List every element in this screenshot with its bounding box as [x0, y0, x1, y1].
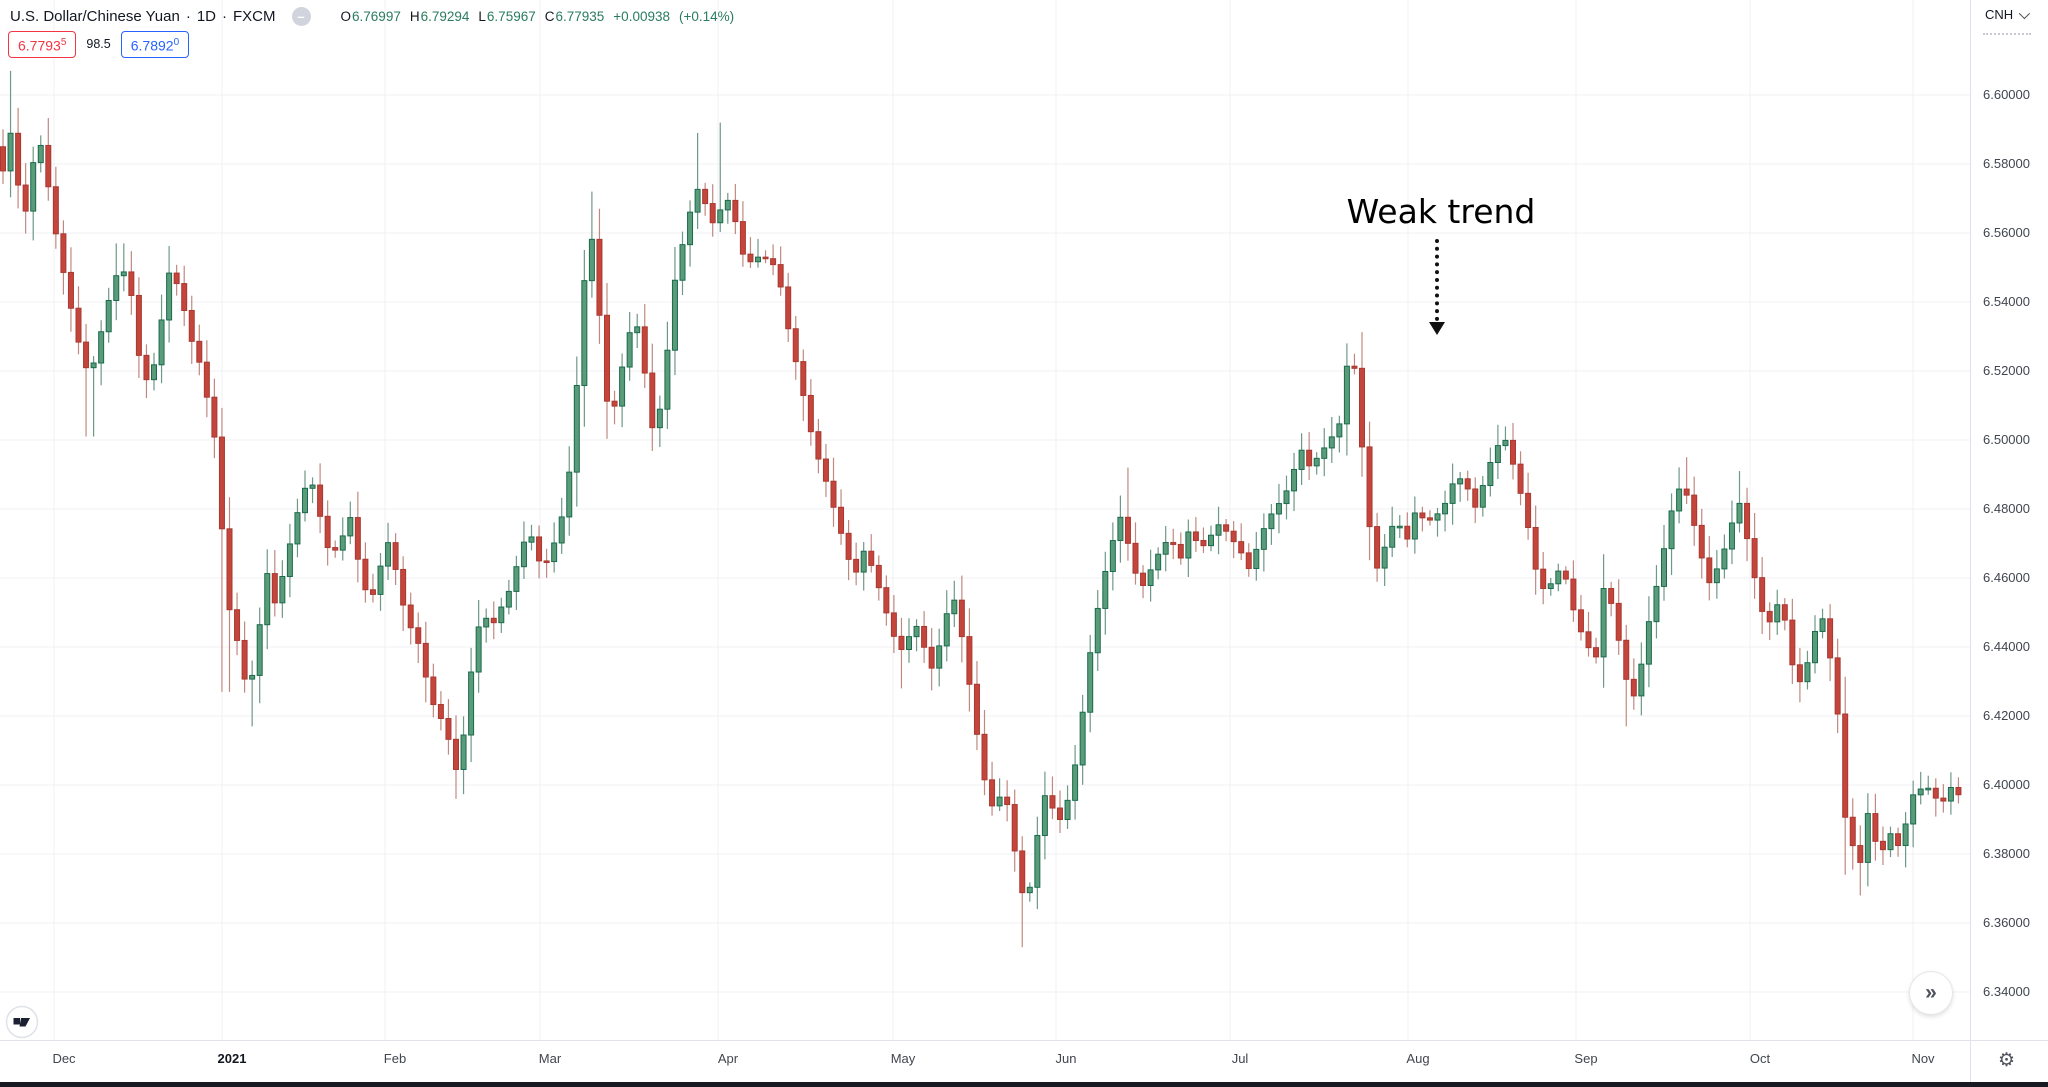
- time-axis-label: Oct: [1749, 1051, 1771, 1066]
- price-axis-label: 6.46000: [1983, 570, 2030, 585]
- time-axis-label: Jul: [1231, 1051, 1249, 1066]
- price-axis-label: 6.42000: [1983, 708, 2030, 723]
- price-axis-label: 6.60000: [1983, 87, 2030, 102]
- price-axis-label: 6.34000: [1983, 984, 2030, 999]
- time-axis-label: Sep: [1574, 1051, 1598, 1066]
- axis-corner-divider: [1970, 1041, 1971, 1083]
- double-chevron-right-icon: »: [1925, 981, 1937, 1004]
- low-label: L: [478, 9, 486, 24]
- symbol-title[interactable]: U.S. Dollar/Chinese Yuan: [10, 8, 180, 25]
- open-label: O: [340, 9, 352, 24]
- price-axis-label: 6.54000: [1983, 294, 2030, 309]
- low-value: 6.75967: [486, 9, 536, 24]
- weak-trend-annotation-text[interactable]: Weak trend: [1346, 192, 1536, 231]
- sell-button[interactable]: 6.77935: [8, 31, 77, 58]
- buy-sell-widget: 6.77935 98.5 6.78920: [8, 31, 190, 58]
- price-axis-label: 6.38000: [1983, 846, 2030, 861]
- price-axis-label: 6.50000: [1983, 432, 2030, 447]
- tradingview-logo[interactable]: [5, 1005, 39, 1039]
- market-status-icon[interactable]: –: [291, 7, 311, 26]
- window-bottom-edge: [0, 1082, 2048, 1087]
- chevron-down-icon: [2018, 7, 2031, 19]
- price-axis[interactable]: CNH 6.60000 6.58000 6.56000 6.54000 6.52000 6…: [1970, 0, 2048, 1040]
- candlestick-chart[interactable]: [0, 0, 1970, 1040]
- change-percent: (+0.14%): [678, 9, 735, 24]
- time-axis-label: Nov: [1911, 1051, 1935, 1066]
- time-axis-label: Feb: [383, 1051, 407, 1066]
- high-value: 6.79294: [420, 9, 470, 24]
- settings-gear-icon[interactable]: ⚙: [1998, 1050, 2016, 1071]
- high-label: H: [409, 9, 420, 24]
- price-axis-label: 6.52000: [1983, 363, 2030, 378]
- close-label: C: [544, 9, 555, 24]
- price-axis-label: 6.44000: [1983, 639, 2030, 654]
- time-axis[interactable]: Dec 2021 Feb Mar Apr May Jun Jul Aug Sep Oct Nov ⚙: [0, 1040, 2048, 1083]
- spread-value: 98.5: [86, 37, 111, 52]
- price-axis-label: 6.48000: [1983, 501, 2030, 516]
- price-axis-label: 6.40000: [1983, 777, 2030, 792]
- separator-dot: ·: [222, 8, 228, 25]
- time-axis-label: Aug: [1406, 1051, 1430, 1066]
- change-value: +0.00938: [613, 9, 670, 24]
- time-axis-label: Apr: [717, 1051, 739, 1066]
- exchange-label[interactable]: FXCM: [233, 8, 276, 25]
- buy-button[interactable]: 6.78920: [120, 31, 190, 58]
- arrow-down-tip-icon: [1429, 322, 1445, 335]
- separator-dot: ·: [185, 8, 191, 25]
- time-axis-label: May: [890, 1051, 916, 1066]
- currency-label: CNH: [1985, 7, 2014, 22]
- time-axis-label: Dec: [52, 1051, 76, 1066]
- price-axis-label: 6.58000: [1983, 156, 2030, 171]
- ohlc-values: O6.76997 H6.79294 L6.75967 C6.77935 +0.0…: [341, 9, 735, 24]
- price-axis-label: 6.56000: [1983, 225, 2030, 240]
- price-axis-label: 6.36000: [1983, 915, 2030, 930]
- open-value: 6.76997: [352, 9, 401, 24]
- arrow-down-dotted-line[interactable]: [1435, 239, 1439, 321]
- time-axis-label: 2021: [217, 1051, 247, 1066]
- time-axis-label: Jun: [1055, 1051, 1077, 1066]
- chart-plot-area[interactable]: U.S. Dollar/Chinese Yuan · 1D · FXCM – O…: [0, 0, 1970, 1040]
- currency-selector[interactable]: CNH: [1985, 7, 2031, 22]
- timeframe-label[interactable]: 1D: [196, 8, 217, 25]
- scroll-to-recent-button[interactable]: »: [1909, 971, 1953, 1015]
- time-axis-label: Mar: [538, 1051, 562, 1066]
- axis-dotted-divider: [1983, 33, 2031, 35]
- close-value: 6.77935: [555, 9, 605, 24]
- chart-legend: U.S. Dollar/Chinese Yuan · 1D · FXCM – O…: [10, 7, 734, 26]
- candles[interactable]: [0, 70, 1962, 948]
